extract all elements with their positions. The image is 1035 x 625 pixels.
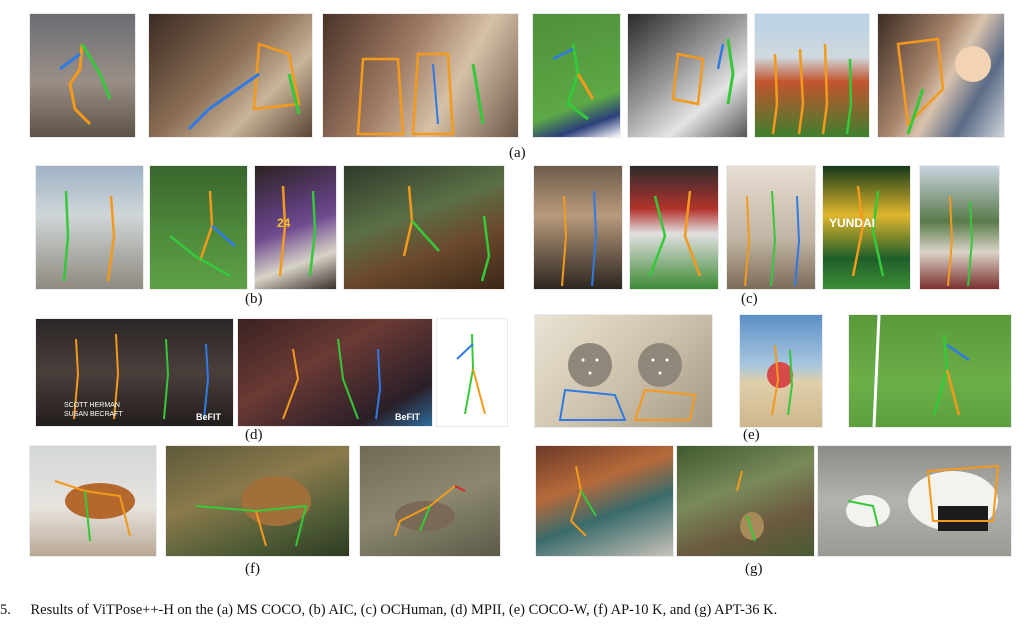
overlay-name-1: SCOTT HERMAN [64, 402, 120, 409]
figure-caption: 5. Results of ViTPose++-H on the (a) MS … [0, 602, 777, 619]
coco-photo-bw-street [628, 14, 747, 137]
stadium-banner-text: YUNDAI [829, 216, 876, 230]
mpii-photo-fitness-group: SCOTT HERMAN SUSAN BECRAFT BeFIT [36, 319, 233, 426]
ochuman-photo-soccer [630, 166, 718, 289]
subfigure-label-f: (f) [245, 561, 260, 577]
coco-photo-skateboarder [30, 14, 135, 137]
coco-photo-wii-face [878, 14, 1004, 137]
ochuman-photo-celebration: YUNDAI [823, 166, 910, 289]
coco-photo-team [755, 14, 869, 137]
subfigure-label-a: (a) [509, 145, 526, 161]
figure-caption-text: Results of ViTPose++-H on the (a) MS COC… [30, 602, 778, 618]
cocow-photo-sketch-faces [535, 315, 712, 427]
mpii-photo-dancer [437, 319, 507, 426]
ap10k-photo-fox [30, 446, 156, 556]
ap10k-photo-lion [166, 446, 349, 556]
ochuman-photo-hallway [727, 166, 815, 289]
apt36k-photo-monkey-tree [677, 446, 814, 556]
mpii-photo-fitness-lunge: BeFIT [238, 319, 432, 426]
apt36k-photo-pandas [818, 446, 1011, 556]
figure-caption-prefix: 5. [0, 602, 11, 618]
coco-photo-women-hats [323, 14, 518, 137]
aic-photo-two-women [36, 166, 143, 289]
apt36k-photo-monkey-building [536, 446, 673, 556]
subfigure-label-e: (e) [743, 427, 760, 443]
coco-photo-laptop-man [149, 14, 312, 137]
ap10k-photo-rabbit [360, 446, 500, 556]
ochuman-photo-couple [534, 166, 622, 289]
aic-photo-basketball: 24 [255, 166, 336, 289]
subfigure-label-g: (g) [745, 561, 763, 577]
aic-photo-horse-rider [344, 166, 504, 289]
subfigure-label-c: (c) [741, 291, 758, 307]
subfigure-label-b: (b) [245, 291, 263, 307]
aic-photo-soccer-tackle [150, 166, 247, 289]
overlay-logo: BeFIT [196, 412, 222, 422]
subfigure-label-d: (d) [245, 427, 263, 443]
overlay-logo-2: BeFIT [395, 412, 421, 422]
coco-photo-tennis [533, 14, 620, 137]
jersey-number: 24 [277, 216, 291, 230]
cocow-photo-tennis-player [849, 315, 1011, 427]
ochuman-photo-wedding [920, 166, 999, 289]
cocow-photo-beach-kids [740, 315, 822, 427]
overlay-name-2: SUSAN BECRAFT [64, 411, 123, 418]
